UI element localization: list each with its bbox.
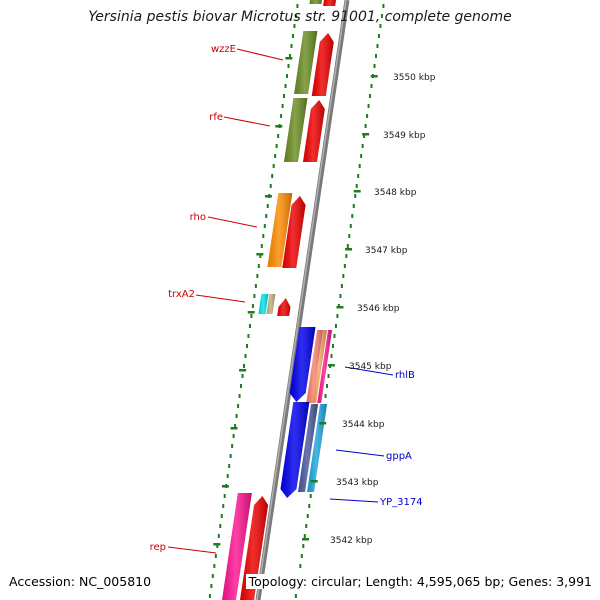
ruler-dash-left-5 (239, 369, 247, 372)
cog-wzzE (294, 31, 318, 94)
cog-rep (222, 493, 252, 600)
cog-cyan (258, 294, 269, 314)
leader-right-1 (335, 449, 385, 457)
gene-label-rfe: rfe (209, 112, 223, 123)
leader-left-3 (195, 294, 246, 303)
leader-left-2 (207, 216, 258, 228)
dotted-guides (208, 4, 385, 598)
ruler-dash-6 (319, 422, 327, 425)
ruler-tick-3549: 3549 kbp (383, 131, 426, 141)
ruler-dash-left-0 (285, 57, 293, 60)
cog-peach (312, 330, 328, 403)
gene-label-wzzE: wzzE (211, 44, 236, 55)
cog-top (309, 0, 322, 4)
ruler-tick-3545: 3545 kbp (349, 362, 392, 372)
leader-right-2 (329, 498, 379, 503)
cds-wzzE (311, 33, 334, 96)
cog-rfe (283, 98, 308, 162)
leader-right-0 (344, 366, 394, 376)
ruler-dash-left-2 (264, 195, 272, 198)
cog-pink (317, 330, 333, 403)
ruler-dash-left-7 (221, 485, 229, 488)
cog-blue-2 (280, 402, 310, 498)
ruler-labels: 3550 kbp 3549 kbp 3548 kbp 3547 kbp 3546… (330, 73, 436, 546)
ruler-tick-3544: 3544 kbp (342, 420, 385, 430)
cog-tan (266, 294, 276, 314)
ruler-tick-3543: 3543 kbp (336, 478, 379, 488)
ruler-dash-0 (370, 75, 378, 78)
ruler-tick-3547: 3547 kbp (365, 246, 408, 256)
guide-right (294, 4, 385, 598)
gene-labels-left: wzzE rfe rho trxA2 rep (150, 44, 236, 553)
ruler-dash-2 (353, 190, 361, 193)
ruler-dash-5 (327, 364, 335, 367)
cog-blue-1 (289, 327, 316, 402)
gene-label-rho: rho (190, 212, 206, 223)
leader-left-0 (236, 48, 284, 61)
ruler-dash-3 (345, 248, 353, 251)
ruler-tick-3548: 3548 kbp (374, 188, 417, 198)
ruler-dash-4 (336, 306, 344, 309)
cds-rfe (302, 100, 325, 162)
ruler-dash-1 (362, 133, 370, 136)
genome-backbone (255, 0, 350, 600)
gene-label-rhlB: rhlB (395, 370, 415, 381)
forward-strand-cds (240, 0, 336, 600)
accession-text: Accession: NC_005810 (9, 574, 152, 589)
cds-rho (282, 196, 306, 268)
cog-features (222, 0, 333, 600)
gene-label-trxA2: trxA2 (168, 289, 195, 300)
ruler-dash-8 (302, 538, 310, 541)
map-title: Yersinia pestis biovar Microtus str. 910… (88, 9, 512, 25)
ruler-tick-3546: 3546 kbp (357, 304, 400, 314)
leader-left-1 (223, 116, 271, 127)
ruler-dash-left-1 (275, 125, 283, 128)
label-leaders (167, 48, 394, 554)
gene-label-rep: rep (150, 542, 166, 553)
ruler-tick-3550: 3550 kbp (393, 73, 436, 83)
ruler-dash-left-6 (230, 427, 238, 430)
ruler-dash-left-3 (256, 253, 264, 256)
cog-steel (298, 404, 319, 492)
gene-label-YP_3174: YP_3174 (379, 497, 423, 508)
ruler-dash-left-8 (213, 543, 221, 546)
ruler-dash-left-4 (247, 311, 255, 314)
guide-left (208, 4, 299, 598)
gene-labels-right: rhlB gppA YP_3174 (379, 370, 423, 508)
cds-top (323, 0, 336, 6)
topology-text: Topology: circular; Length: 4,595,065 bp… (245, 574, 592, 589)
leader-left-4 (167, 546, 217, 554)
ruler-tick-3542: 3542 kbp (330, 536, 373, 546)
ruler-ticks (213, 57, 378, 546)
gene-label-gppA: gppA (386, 451, 412, 462)
cog-sky (307, 404, 328, 492)
cds-trxA2 (277, 298, 291, 316)
cog-rho (267, 193, 293, 267)
ruler-dash-7 (310, 480, 318, 483)
cog-salmon (306, 330, 324, 403)
